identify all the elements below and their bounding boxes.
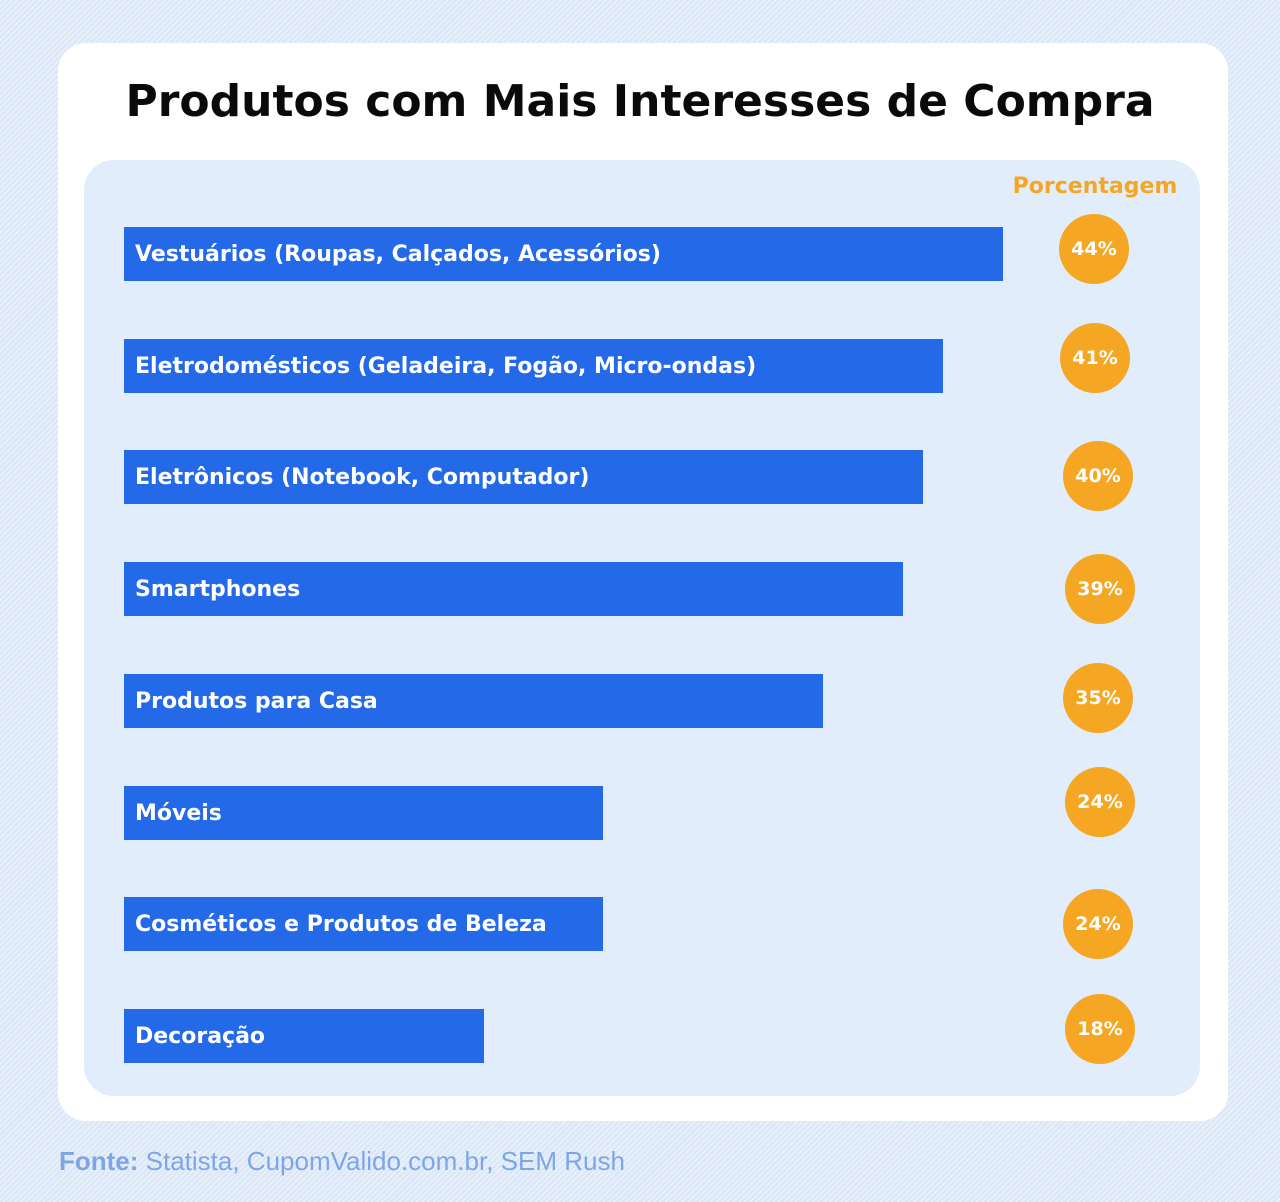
bar-label: Decoração	[135, 1023, 266, 1049]
bar-1: Eletrodomésticos (Geladeira, Fogão, Micr…	[124, 339, 943, 393]
bar-label: Vestuários (Roupas, Calçados, Acessórios…	[135, 241, 661, 267]
value-label: 41%	[1072, 347, 1118, 369]
bar-label: Eletrônicos (Notebook, Computador)	[135, 464, 590, 490]
bar-6: Cosméticos e Produtos de Beleza	[124, 897, 603, 951]
value-badge: 24%	[1065, 767, 1135, 837]
bar-3: Smartphones	[124, 562, 903, 616]
source-note: Fonte: Statista, CupomValido.com.br, SEM…	[59, 1146, 625, 1177]
percentage-column-header: Porcentagem	[1012, 174, 1178, 199]
value-label: 35%	[1075, 687, 1121, 709]
value-label: 18%	[1077, 1018, 1123, 1040]
bar-label: Smartphones	[135, 576, 301, 602]
value-badge: 39%	[1065, 554, 1135, 624]
value-badge: 18%	[1065, 994, 1135, 1064]
value-badge: 41%	[1060, 323, 1130, 393]
value-badge: 40%	[1063, 441, 1133, 511]
value-label: 39%	[1077, 578, 1123, 600]
source-key: Fonte:	[59, 1146, 139, 1176]
bar-4: Produtos para Casa	[124, 674, 823, 728]
bar-label: Eletrodomésticos (Geladeira, Fogão, Micr…	[135, 353, 757, 379]
bar-5: Móveis	[124, 786, 603, 840]
value-label: 44%	[1071, 238, 1117, 260]
bar-label: Móveis	[135, 800, 222, 826]
chart-panel	[84, 160, 1200, 1096]
bar-label: Cosméticos e Produtos de Beleza	[135, 911, 547, 937]
source-text: Statista, CupomValido.com.br, SEM Rush	[138, 1146, 625, 1176]
value-badge: 35%	[1063, 663, 1133, 733]
value-label: 24%	[1077, 791, 1123, 813]
bar-7: Decoração	[124, 1009, 484, 1063]
bar-2: Eletrônicos (Notebook, Computador)	[124, 450, 923, 504]
value-badge: 44%	[1059, 214, 1129, 284]
value-badge: 24%	[1063, 889, 1133, 959]
chart-title: Produtos com Mais Interesses de Compra	[125, 76, 1155, 127]
value-label: 40%	[1075, 465, 1121, 487]
bar-0: Vestuários (Roupas, Calçados, Acessórios…	[124, 227, 1003, 281]
value-label: 24%	[1075, 913, 1121, 935]
bar-label: Produtos para Casa	[135, 688, 378, 714]
